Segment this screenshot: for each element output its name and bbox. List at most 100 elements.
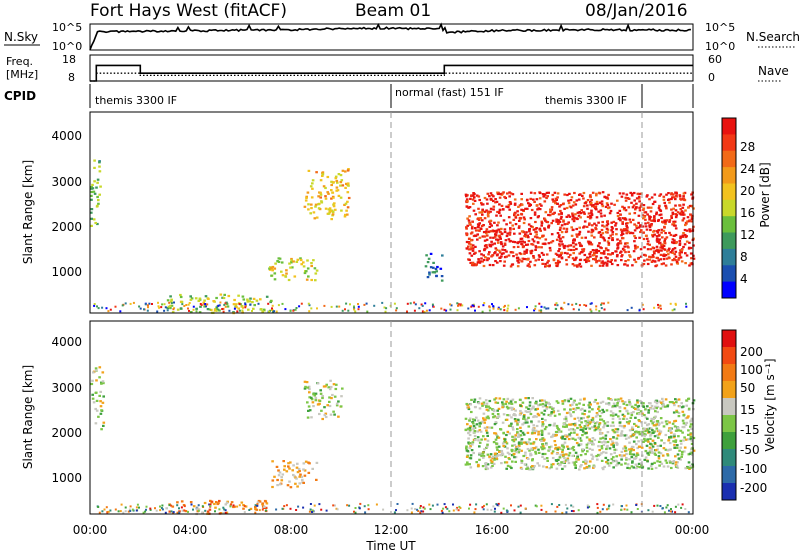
echo-cell — [289, 507, 292, 510]
echo-cell — [673, 434, 676, 437]
echo-cell — [669, 435, 673, 438]
echo-cell — [609, 260, 612, 263]
echo-cell — [670, 263, 673, 266]
echo-cell — [598, 422, 602, 425]
echo-cell — [674, 216, 678, 219]
echo-cell — [543, 457, 546, 460]
echo-cell — [553, 191, 557, 194]
echo-cell — [520, 237, 524, 240]
echo-cell — [642, 237, 646, 241]
echo-cell — [679, 256, 683, 259]
echo-cell — [662, 229, 666, 232]
echo-cell — [540, 508, 543, 511]
echo-cell — [680, 406, 684, 409]
echo-cell — [634, 208, 637, 211]
echo-cell — [478, 441, 482, 444]
echo-cell — [532, 442, 535, 445]
echo-cell — [93, 159, 96, 162]
echo-cell — [155, 509, 158, 512]
colorbar-swatch — [722, 167, 736, 184]
echo-cell — [686, 220, 689, 223]
echo-cell — [456, 302, 459, 305]
echo-cell — [595, 216, 599, 219]
echo-cell — [663, 442, 666, 445]
echo-cell — [640, 229, 643, 232]
echo-cell — [484, 462, 488, 465]
echo-cell — [571, 403, 574, 406]
echo-cell — [575, 406, 579, 410]
echo-cell — [597, 407, 600, 410]
echo-cell — [505, 509, 508, 512]
echo-cell — [321, 174, 324, 177]
echo-cell — [472, 192, 475, 195]
echo-cell — [466, 454, 469, 457]
echo-cell — [335, 507, 338, 510]
echo-cell — [428, 273, 431, 276]
echo-cell — [441, 254, 444, 257]
power-scatter-cells — [90, 159, 696, 315]
echo-cell — [532, 240, 536, 243]
echo-cell — [198, 508, 201, 511]
echo-cell — [517, 420, 521, 423]
echo-cell — [189, 501, 193, 504]
echo-cell — [339, 196, 343, 199]
echo-cell — [511, 444, 514, 447]
echo-cell — [310, 196, 314, 199]
echo-cell — [601, 508, 604, 511]
echo-cell — [663, 239, 667, 242]
echo-cell — [686, 438, 690, 441]
echo-cell — [277, 474, 281, 477]
echo-cell — [107, 310, 110, 313]
echo-cell — [538, 197, 542, 200]
echo-cell — [326, 175, 330, 179]
echo-cell — [313, 504, 316, 507]
echo-cell — [657, 206, 661, 210]
echo-cell — [514, 401, 517, 404]
echo-cell — [626, 226, 629, 229]
echo-cell — [236, 505, 239, 508]
echo-cell — [589, 302, 592, 305]
echo-cell — [623, 401, 627, 404]
echo-cell — [569, 199, 573, 202]
echo-cell — [473, 406, 477, 409]
echo-cell — [449, 303, 452, 306]
echo-cell — [456, 309, 459, 312]
echo-cell — [241, 309, 244, 312]
echo-cell — [676, 453, 680, 456]
echo-cell — [624, 446, 628, 449]
echo-cell — [683, 243, 687, 246]
echo-cell — [612, 220, 616, 223]
echo-cell — [561, 243, 564, 246]
echo-cell — [464, 428, 468, 431]
echo-cell — [624, 449, 628, 452]
echo-cell — [646, 417, 649, 420]
echo-cell — [547, 191, 550, 194]
echo-cell — [569, 206, 573, 209]
echo-cell — [540, 411, 544, 414]
echo-cell — [302, 506, 305, 509]
echo-cell — [486, 439, 490, 442]
echo-cell — [328, 404, 332, 408]
echo-cell — [606, 444, 609, 447]
echo-cell — [331, 213, 335, 216]
echo-cell — [285, 272, 288, 275]
echo-cell — [624, 199, 628, 202]
echo-cell — [469, 457, 473, 460]
echo-cell — [598, 242, 601, 245]
echo-cell — [419, 506, 422, 509]
echo-cell — [547, 413, 551, 417]
echo-cell — [587, 212, 591, 215]
echo-cell — [473, 511, 476, 514]
echo-cell — [511, 428, 515, 431]
echo-cell — [674, 198, 677, 201]
echo-cell — [265, 502, 269, 505]
echo-cell — [222, 310, 225, 313]
echo-cell — [249, 297, 252, 300]
echo-cell — [242, 507, 245, 510]
echo-cell — [276, 484, 279, 487]
echo-cell — [255, 508, 258, 511]
echo-cell — [657, 249, 660, 253]
echo-cell — [570, 428, 573, 431]
echo-cell — [385, 307, 388, 310]
echo-cell — [626, 197, 630, 200]
